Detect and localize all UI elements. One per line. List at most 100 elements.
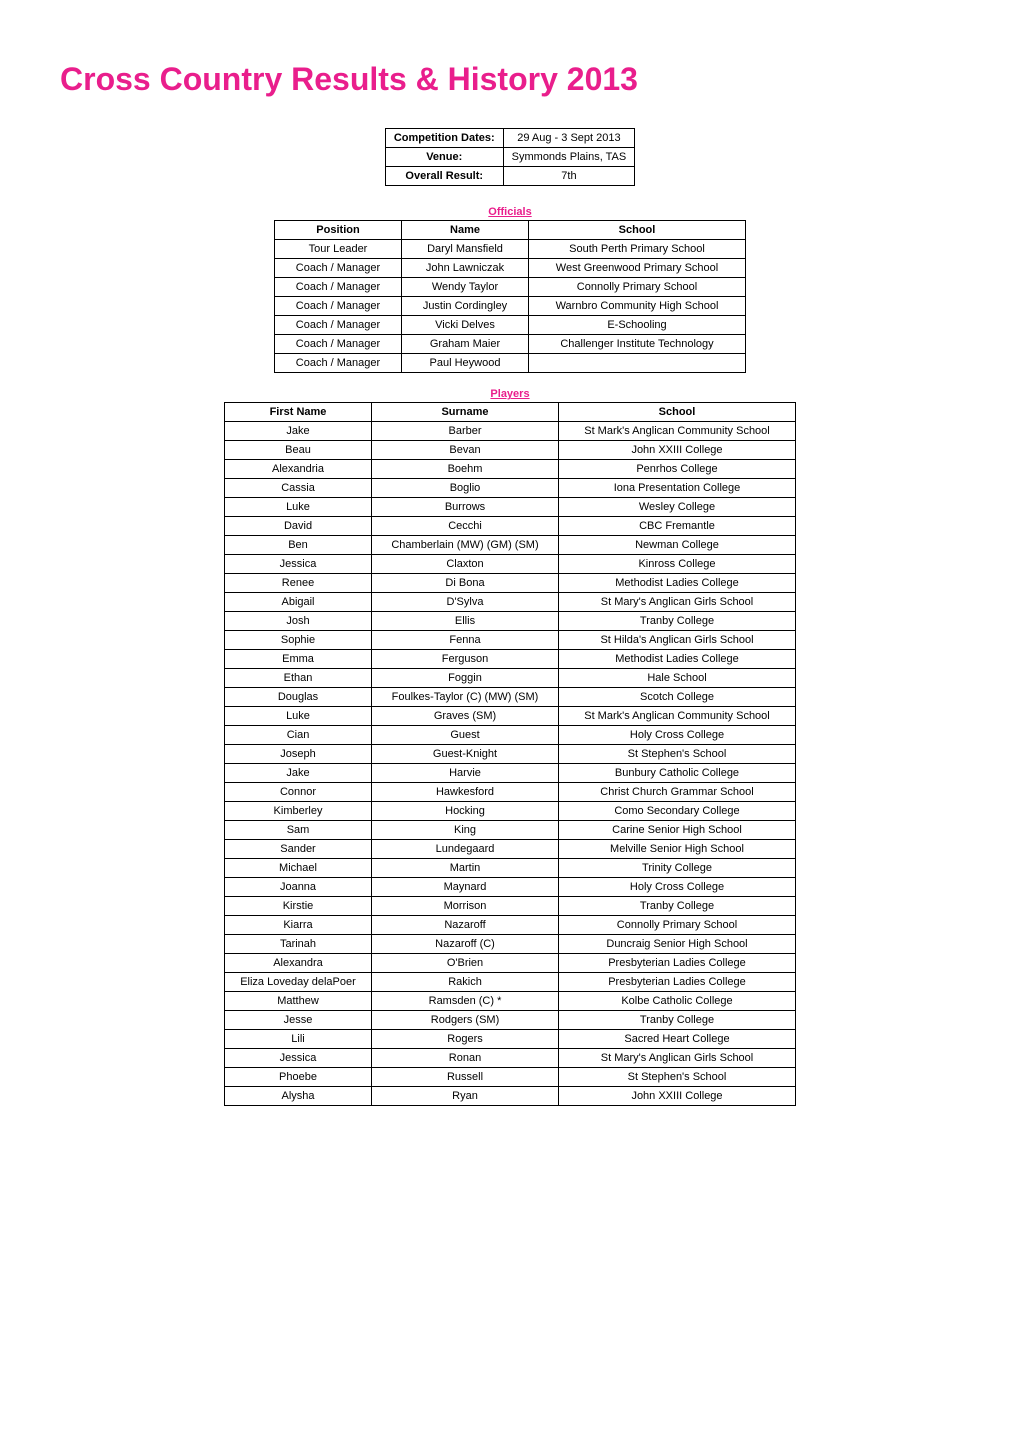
- table-cell: D'Sylva: [372, 593, 559, 612]
- table-row: ReneeDi BonaMethodist Ladies College: [225, 574, 796, 593]
- table-cell: Wendy Taylor: [402, 278, 529, 297]
- table-row: Coach / ManagerPaul Heywood: [275, 354, 746, 373]
- table-row: JessicaClaxtonKinross College: [225, 555, 796, 574]
- table-cell: Vicki Delves: [402, 316, 529, 335]
- table-cell: Harvie: [372, 764, 559, 783]
- table-cell: Di Bona: [372, 574, 559, 593]
- table-cell: Joseph: [225, 745, 372, 764]
- table-cell: Ben: [225, 536, 372, 555]
- table-row: CassiaBoglioIona Presentation College: [225, 479, 796, 498]
- table-cell: St Mary's Anglican Girls School: [559, 593, 796, 612]
- table-cell: [529, 354, 746, 373]
- table-cell: Sander: [225, 840, 372, 859]
- column-header: Position: [275, 221, 402, 240]
- table-cell: Connolly Primary School: [529, 278, 746, 297]
- table-cell: Joanna: [225, 878, 372, 897]
- table-cell: Russell: [372, 1068, 559, 1087]
- table-cell: Penrhos College: [559, 460, 796, 479]
- table-row: MichaelMartinTrinity College: [225, 859, 796, 878]
- officials-table: PositionNameSchool Tour LeaderDaryl Mans…: [274, 220, 746, 373]
- table-cell: Boglio: [372, 479, 559, 498]
- table-row: DouglasFoulkes-Taylor (C) (MW) (SM)Scotc…: [225, 688, 796, 707]
- table-cell: Coach / Manager: [275, 278, 402, 297]
- table-cell: St Stephen's School: [559, 1068, 796, 1087]
- table-row: Tour LeaderDaryl MansfieldSouth Perth Pr…: [275, 240, 746, 259]
- table-cell: Newman College: [559, 536, 796, 555]
- table-cell: CBC Fremantle: [559, 517, 796, 536]
- table-row: AlexandraO'BrienPresbyterian Ladies Coll…: [225, 954, 796, 973]
- table-cell: West Greenwood Primary School: [529, 259, 746, 278]
- table-cell: Cian: [225, 726, 372, 745]
- competition-info-table: Competition Dates:29 Aug - 3 Sept 2013Ve…: [385, 128, 635, 186]
- table-cell: Hocking: [372, 802, 559, 821]
- table-cell: Carine Senior High School: [559, 821, 796, 840]
- table-cell: St Stephen's School: [559, 745, 796, 764]
- table-row: Eliza Loveday delaPoerRakichPresbyterian…: [225, 973, 796, 992]
- table-cell: E-Schooling: [529, 316, 746, 335]
- table-cell: Martin: [372, 859, 559, 878]
- table-cell: Graves (SM): [372, 707, 559, 726]
- table-cell: Boehm: [372, 460, 559, 479]
- table-cell: Melville Senior High School: [559, 840, 796, 859]
- table-cell: St Mark's Anglican Community School: [559, 422, 796, 441]
- table-cell: Alexandria: [225, 460, 372, 479]
- table-cell: Kimberley: [225, 802, 372, 821]
- column-header: Name: [402, 221, 529, 240]
- table-cell: Jake: [225, 764, 372, 783]
- table-cell: Kolbe Catholic College: [559, 992, 796, 1011]
- info-row: Overall Result:7th: [385, 167, 634, 186]
- table-row: MatthewRamsden (C) *Kolbe Catholic Colle…: [225, 992, 796, 1011]
- table-cell: Sophie: [225, 631, 372, 650]
- column-header: School: [529, 221, 746, 240]
- table-cell: Barber: [372, 422, 559, 441]
- table-cell: Luke: [225, 707, 372, 726]
- table-cell: Tranby College: [559, 612, 796, 631]
- info-row: Venue:Symmonds Plains, TAS: [385, 148, 634, 167]
- table-cell: Challenger Institute Technology: [529, 335, 746, 354]
- table-cell: Coach / Manager: [275, 316, 402, 335]
- table-row: SophieFennaSt Hilda's Anglican Girls Sch…: [225, 631, 796, 650]
- table-cell: Matthew: [225, 992, 372, 1011]
- table-cell: Beau: [225, 441, 372, 460]
- table-cell: Tranby College: [559, 1011, 796, 1030]
- table-cell: King: [372, 821, 559, 840]
- table-cell: Jessica: [225, 555, 372, 574]
- table-row: Coach / ManagerGraham MaierChallenger In…: [275, 335, 746, 354]
- table-cell: Justin Cordingley: [402, 297, 529, 316]
- table-cell: Warnbro Community High School: [529, 297, 746, 316]
- table-cell: Tarinah: [225, 935, 372, 954]
- info-label: Competition Dates:: [385, 129, 503, 148]
- table-row: CianGuestHoly Cross College: [225, 726, 796, 745]
- table-cell: Abigail: [225, 593, 372, 612]
- table-cell: Foulkes-Taylor (C) (MW) (SM): [372, 688, 559, 707]
- info-label: Venue:: [385, 148, 503, 167]
- table-row: Coach / ManagerJohn LawniczakWest Greenw…: [275, 259, 746, 278]
- table-cell: Cassia: [225, 479, 372, 498]
- table-row: Coach / ManagerWendy TaylorConnolly Prim…: [275, 278, 746, 297]
- officials-section-title: Officials: [60, 206, 960, 218]
- table-row: KirstieMorrisonTranby College: [225, 897, 796, 916]
- table-cell: Maynard: [372, 878, 559, 897]
- table-cell: Foggin: [372, 669, 559, 688]
- table-cell: Hawkesford: [372, 783, 559, 802]
- table-row: JoannaMaynardHoly Cross College: [225, 878, 796, 897]
- table-cell: Cecchi: [372, 517, 559, 536]
- table-cell: St Mark's Anglican Community School: [559, 707, 796, 726]
- table-cell: Jessica: [225, 1049, 372, 1068]
- table-cell: Emma: [225, 650, 372, 669]
- info-value: 29 Aug - 3 Sept 2013: [503, 129, 635, 148]
- table-cell: Douglas: [225, 688, 372, 707]
- table-cell: John XXIII College: [559, 1087, 796, 1106]
- table-row: AlexandriaBoehmPenrhos College: [225, 460, 796, 479]
- table-cell: Lundegaard: [372, 840, 559, 859]
- table-cell: Como Secondary College: [559, 802, 796, 821]
- table-cell: Ronan: [372, 1049, 559, 1068]
- table-cell: Daryl Mansfield: [402, 240, 529, 259]
- info-value: Symmonds Plains, TAS: [503, 148, 635, 167]
- table-cell: Bunbury Catholic College: [559, 764, 796, 783]
- table-cell: Kirstie: [225, 897, 372, 916]
- table-cell: Renee: [225, 574, 372, 593]
- table-row: TarinahNazaroff (C)Duncraig Senior High …: [225, 935, 796, 954]
- table-cell: Lili: [225, 1030, 372, 1049]
- table-cell: Chamberlain (MW) (GM) (SM): [372, 536, 559, 555]
